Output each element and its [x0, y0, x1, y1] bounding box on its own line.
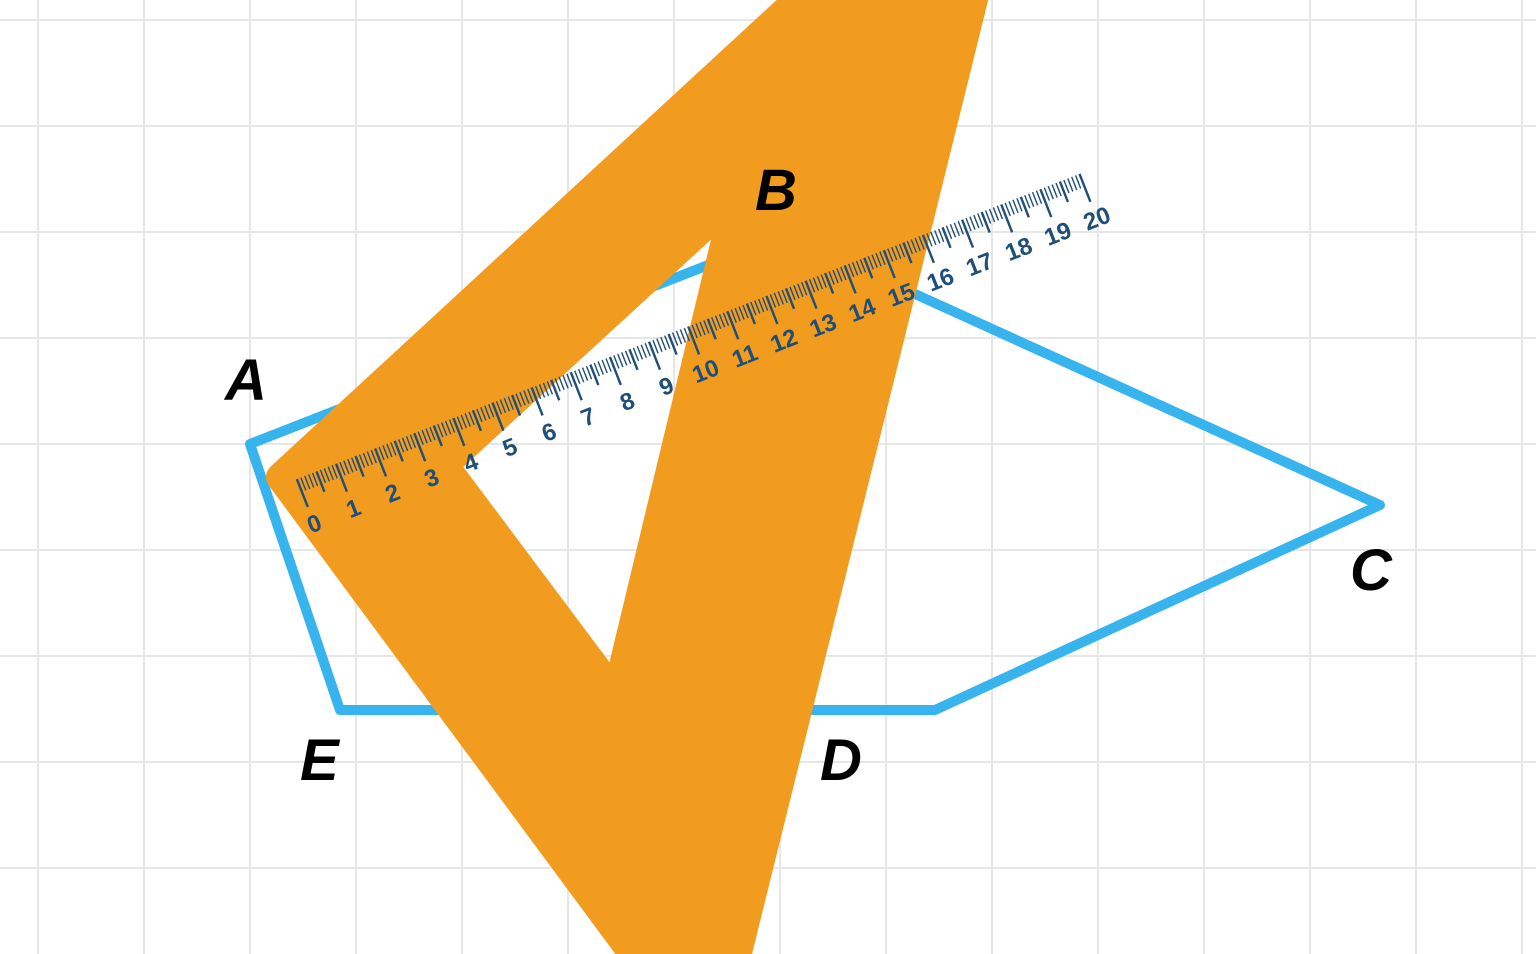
label-C: C: [1350, 538, 1393, 603]
label-D: D: [820, 728, 862, 793]
label-A: A: [223, 348, 267, 413]
label-B: B: [755, 158, 797, 223]
label-E: E: [300, 728, 341, 793]
diagram-stage: 01234567891011121314151617181920ABCDE: [0, 0, 1536, 954]
